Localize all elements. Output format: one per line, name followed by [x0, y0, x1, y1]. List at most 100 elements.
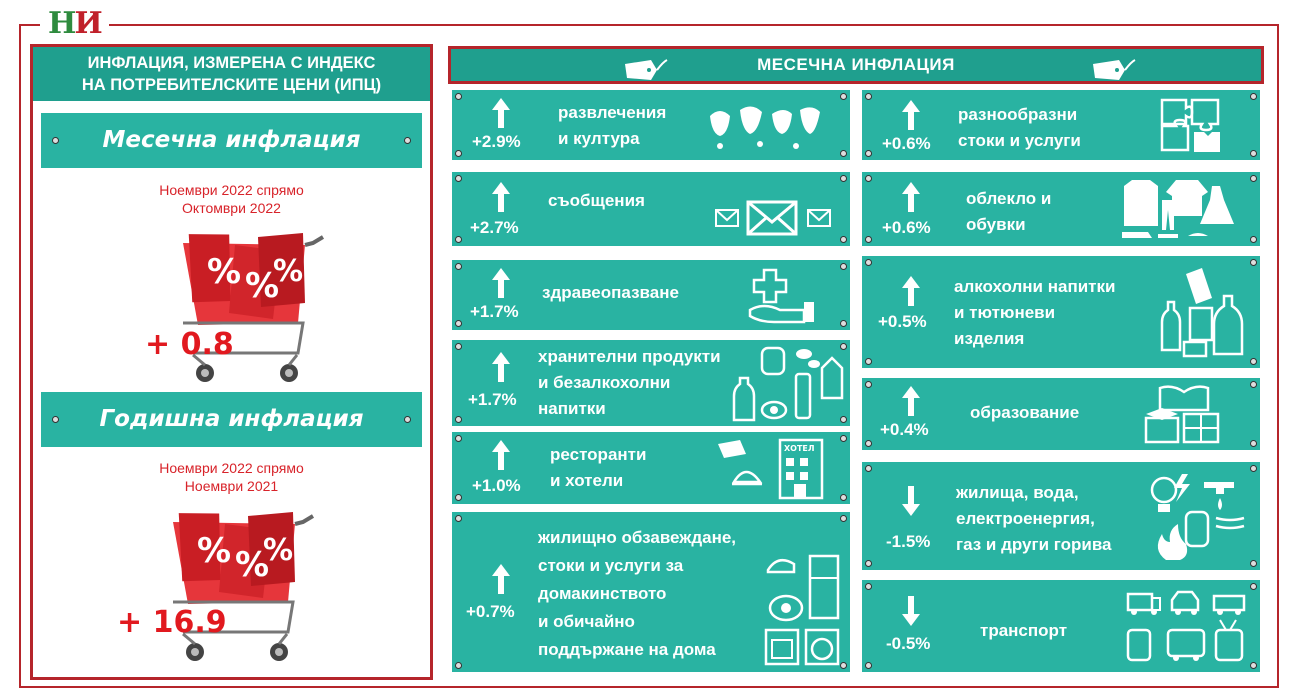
card-value: +0.6%: [882, 134, 931, 153]
card-label-line: изделия: [954, 329, 1025, 348]
card-label-line: и хотели: [550, 471, 624, 490]
annual-title-bar: Годишна инфлация: [41, 392, 422, 447]
arrow-up-icon: [492, 440, 510, 470]
arrow-up-icon: [492, 352, 510, 382]
cart-tag-label-3: %: [273, 254, 303, 289]
card-misc: +0.6% разнообразни стоки и услуги: [862, 90, 1260, 160]
card-value: -1.5%: [886, 532, 931, 551]
monthly-period-line1: Ноември 2022 спрямо: [159, 182, 304, 198]
card-label: здравеопазване: [542, 280, 679, 306]
monthly-title-bar: Месечна инфлация: [41, 113, 422, 168]
monthly-value: + 0.8: [145, 327, 234, 362]
card-label-line: напитки: [538, 399, 606, 418]
card-label: разнообразни стоки и услуги: [958, 102, 1081, 154]
annual-period-line1: Ноември 2022 спрямо: [159, 460, 304, 476]
shopping-cart-icon-2: % % %: [173, 512, 315, 661]
arrow-up-icon: [902, 276, 920, 306]
card-label-line: съобщения: [548, 191, 645, 210]
card-label-line: облекло и: [966, 189, 1052, 208]
cart-tag-label-2: %: [245, 266, 279, 306]
card-label-line: жилища, вода,: [956, 483, 1079, 502]
card-food: +1.7% хранителни продукти и безалкохолни…: [452, 340, 850, 426]
arrow-up-icon: [492, 98, 510, 128]
card-alcohol: +0.5% алкохолни напитки и тютюневи издел…: [862, 256, 1260, 368]
card-transport: -0.5% транспорт: [862, 580, 1260, 672]
card-housing: -1.5% жилища, вода, електроенергия, газ …: [862, 462, 1260, 570]
card-value: +0.7%: [466, 602, 515, 621]
monthly-title: Месечна инфлация: [102, 127, 361, 153]
arrow-down-icon: [902, 596, 920, 626]
transport-icon: [1126, 590, 1246, 662]
cart-tag-label-6: %: [263, 533, 293, 568]
price-tag-icon: [625, 59, 668, 80]
clothing-icon: [1122, 180, 1234, 238]
card-label-line: и обичайно: [538, 612, 635, 631]
left-panel: ИНФЛАЦИЯ, ИЗМЕРЕНА С ИНДЕКС НА ПОТРЕБИТЕ…: [30, 44, 433, 680]
utilities-icon: [1150, 474, 1245, 560]
card-education: +0.4% образование: [862, 378, 1260, 450]
hotel-sign: ХОТЕЛ: [784, 444, 815, 453]
card-label: хранителни продукти и безалкохолни напит…: [538, 344, 721, 422]
cart-tag-label-4: %: [197, 531, 231, 571]
monthly-period: Ноември 2022 спрямо Октомври 2022: [33, 181, 430, 217]
education-icon: [1144, 385, 1220, 444]
card-label: алкохолни напитки и тютюневи изделия: [954, 274, 1115, 352]
monthly-period-line2: Октомври 2022: [182, 200, 281, 216]
arrow-up-icon: [902, 182, 920, 212]
annual-period-line2: Ноември 2021: [184, 478, 279, 494]
appliances-icon: [764, 554, 840, 666]
left-header-line2: НА ПОТРЕБИТЕЛСКИТЕ ЦЕНИ (ИПЦ): [81, 76, 382, 94]
card-label: жилищно обзавеждане, стоки и услуги за д…: [538, 524, 736, 664]
card-label-line: развлечения: [558, 103, 667, 122]
card-label: развлечения и култура: [558, 100, 666, 152]
envelope-icon: [715, 200, 831, 236]
card-value: +1.0%: [472, 476, 521, 495]
left-header-line1: ИНФЛАЦИЯ, ИЗМЕРЕНА С ИНДЕКС: [87, 54, 376, 72]
card-label: ресторанти и хотели: [550, 442, 646, 494]
card-label-line: и тютюневи: [954, 303, 1056, 322]
card-label: транспорт: [980, 618, 1067, 644]
card-label-line: хранителни продукти: [538, 347, 721, 366]
card-label-line: транспорт: [980, 621, 1068, 640]
card-value: +1.7%: [468, 390, 517, 409]
card-recreation: +2.9% развлечения и култура: [452, 90, 850, 160]
card-label: образование: [970, 400, 1079, 426]
card-label-line: домакинството: [538, 584, 667, 603]
card-label-line: и безалкохолни: [538, 373, 671, 392]
card-household: +0.7% жилищно обзавеждане, стоки и услуг…: [452, 512, 850, 672]
card-value: -0.5%: [886, 634, 931, 653]
card-label-line: обувки: [966, 215, 1026, 234]
health-cross-hand-icon: [748, 268, 814, 324]
card-value: +1.7%: [470, 302, 519, 321]
card-label-line: газ и други горива: [956, 535, 1112, 554]
outer-frame: [19, 24, 1279, 688]
arrow-up-icon: [902, 386, 920, 416]
card-label-line: здравеопазване: [542, 283, 679, 302]
cart-tag-label-1: %: [207, 252, 241, 292]
card-health: +1.7% здравеопазване: [452, 260, 850, 330]
card-label-line: разнообразни: [958, 105, 1078, 124]
annual-value: + 16.9: [117, 605, 227, 640]
card-value: +0.6%: [882, 218, 931, 237]
monthly-inflation-title-bar: МЕСЕЧНА ИНФЛАЦИЯ: [448, 46, 1264, 84]
puzzle-icon: [1160, 98, 1220, 152]
cart-tag-label-5: %: [235, 545, 269, 585]
card-label-line: жилищно обзавеждане,: [538, 528, 737, 547]
card-label-line: образование: [970, 403, 1080, 422]
arrow-up-icon: [492, 182, 510, 212]
monthly-inflation-title: МЕСЕЧНА ИНФЛАЦИЯ: [757, 55, 955, 74]
masks-icon: [710, 106, 820, 149]
card-label: облекло и обувки: [966, 186, 1051, 238]
card-label: съобщения: [548, 188, 645, 214]
card-clothing: +0.6% облекло и обувки: [862, 172, 1260, 246]
price-tag-icon-2: [1093, 59, 1136, 80]
card-value: +0.5%: [878, 312, 927, 331]
card-label: жилища, вода, електроенергия, газ и друг…: [956, 480, 1112, 558]
card-label-line: и култура: [558, 129, 640, 148]
groceries-icon: [732, 346, 844, 422]
card-value: +2.7%: [470, 218, 519, 237]
shopping-cart-icon: % % %: [183, 233, 325, 382]
card-label-line: алкохолни напитки: [954, 277, 1116, 296]
card-label-line: ресторанти: [550, 445, 647, 464]
